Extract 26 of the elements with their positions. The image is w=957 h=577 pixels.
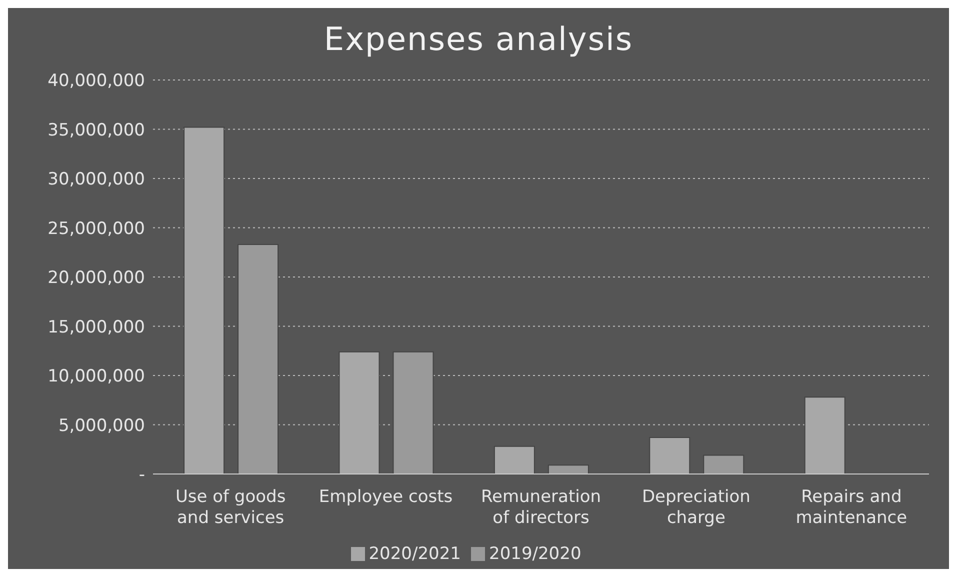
bar xyxy=(238,244,279,474)
bar xyxy=(392,351,434,474)
y-tick-label: 30,000,000 xyxy=(48,170,145,190)
y-tick-label: 5,000,000 xyxy=(58,416,145,436)
legend-label: 2020/2021 xyxy=(368,544,461,564)
y-tick-label: 20,000,000 xyxy=(48,268,145,288)
x-tick-label: Employee costs xyxy=(318,487,453,507)
x-tick-label: Repairs and maintenance xyxy=(796,487,908,528)
bar xyxy=(703,454,744,474)
bar xyxy=(338,351,380,474)
y-tick-label: - xyxy=(138,465,145,486)
x-tick-label: Depreciation charge xyxy=(642,487,750,528)
bar xyxy=(184,126,225,474)
legend-label: 2019/2020 xyxy=(489,544,582,564)
y-tick-label: 40,000,000 xyxy=(48,71,145,92)
bar xyxy=(494,446,535,474)
bar xyxy=(649,437,690,474)
y-tick-label: 10,000,000 xyxy=(48,366,145,387)
y-tick-label: 25,000,000 xyxy=(48,218,145,239)
y-tick-label: 15,000,000 xyxy=(48,317,145,338)
bar xyxy=(548,464,589,474)
bar xyxy=(804,396,846,474)
x-tick-label: Use of goods and services xyxy=(176,487,286,528)
y-tick-label: 35,000,000 xyxy=(48,120,145,140)
x-tick-label: Remuneration of directors xyxy=(480,487,602,528)
chart-title: Expenses analysis xyxy=(322,19,634,60)
